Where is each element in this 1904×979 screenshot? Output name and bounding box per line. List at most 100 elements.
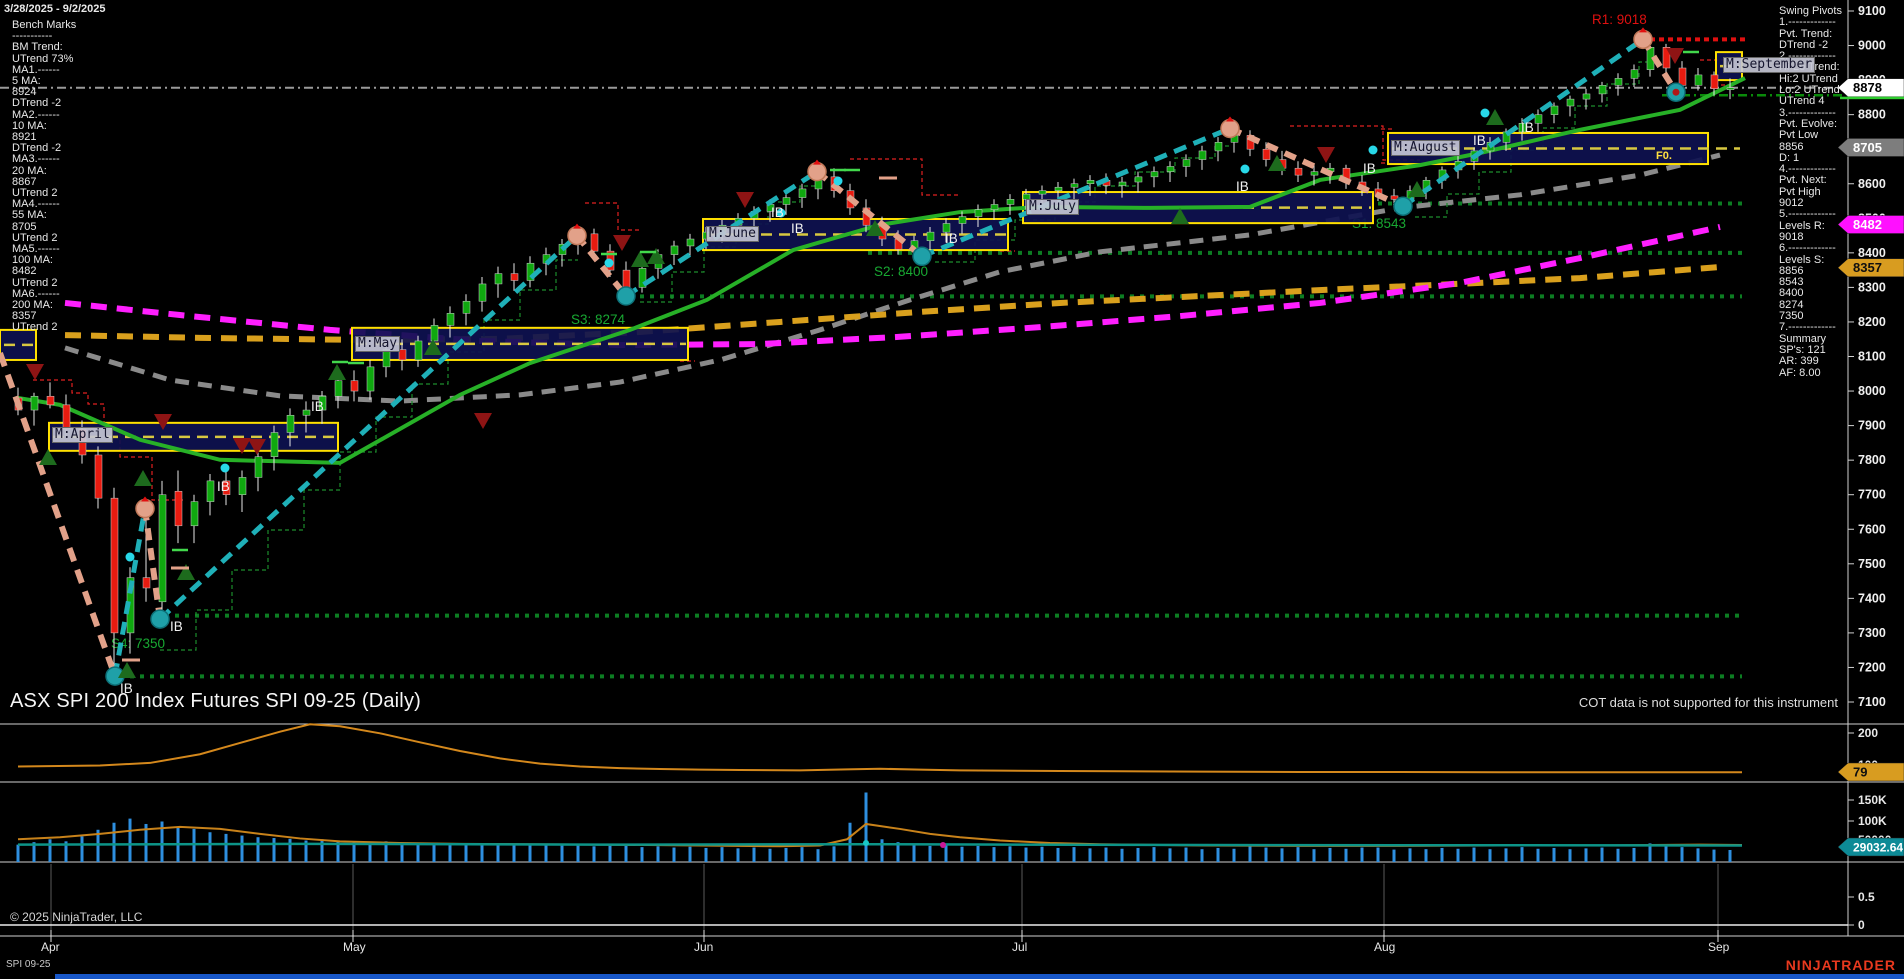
monthly-box-label: M:August	[1391, 140, 1460, 156]
svg-text:0: 0	[1858, 918, 1865, 932]
date-range-label: 3/28/2025 - 9/2/2025	[4, 3, 106, 15]
benchmark-line: UTrend 2	[12, 187, 58, 200]
benchmark-line: MA6.------	[12, 287, 60, 300]
svg-text:8482: 8482	[1853, 217, 1882, 232]
svg-text:8800: 8800	[1858, 108, 1886, 122]
benchmark-line: 8482	[12, 265, 37, 278]
monthly-box-label: M:June	[706, 226, 759, 242]
swing-pivot-line: Pvt. Evolve:	[1779, 117, 1838, 130]
benchmark-line: UTrend 73%	[12, 52, 74, 65]
price-badge: 79	[1837, 762, 1904, 782]
benchmark-line: UTrend 2	[12, 321, 58, 334]
price-badge: 8705	[1837, 138, 1904, 157]
benchmark-line: MA1.------	[12, 63, 60, 76]
benchmark-line: -----------	[12, 30, 53, 43]
svg-text:100K: 100K	[1858, 814, 1887, 828]
benchmark-line: MA5.------	[12, 243, 60, 256]
svg-text:IB: IB	[120, 681, 133, 696]
svg-text:May: May	[343, 940, 366, 954]
benchmark-line: 8357	[12, 310, 37, 323]
svg-text:8100: 8100	[1858, 350, 1886, 364]
svg-text:7600: 7600	[1858, 522, 1886, 536]
monthly-box-label: M:April	[52, 427, 113, 443]
benchmark-line: 200 MA:	[12, 299, 53, 312]
swing-pivot-line: AR: 399	[1779, 355, 1819, 368]
svg-text:8400: 8400	[1858, 246, 1886, 260]
benchmark-line: BM Trend:	[12, 41, 63, 54]
ninjatrader-logo: NINJATRADER	[1785, 957, 1896, 973]
svg-text:7200: 7200	[1858, 660, 1886, 674]
swing-pivot-line: Pvt High	[1779, 185, 1821, 198]
svg-text:7800: 7800	[1858, 453, 1886, 467]
swing-pivots-panel: Swing Pivots 1.------------- Pvt. Trend: DT…	[1779, 5, 1842, 379]
swing-pivot-line: Summary	[1779, 332, 1827, 345]
swing-pivot-line: Pvt. Trend:	[1779, 27, 1833, 40]
svg-text:7700: 7700	[1858, 488, 1886, 502]
benchmark-line: DTrend -2	[12, 97, 62, 110]
svg-text:8878: 8878	[1853, 80, 1882, 95]
swing-pivot-line: 5.-------------	[1779, 208, 1836, 221]
benchmark-line: 8867	[12, 175, 37, 188]
benchmark-line: UTrend 2	[12, 276, 58, 289]
svg-text:200: 200	[1858, 726, 1878, 740]
svg-text:7100: 7100	[1858, 695, 1886, 709]
swing-pivot-line: 6.-------------	[1779, 242, 1836, 255]
svg-text:S2: 8400: S2: 8400	[874, 264, 928, 279]
benchmark-line: 8921	[12, 131, 37, 144]
swing-pivot-line: D: 1	[1779, 151, 1800, 164]
svg-text:79: 79	[1853, 765, 1867, 780]
swing-pivot-line: 9018	[1779, 230, 1804, 243]
svg-text:IB: IB	[1236, 179, 1249, 194]
swing-pivot-line: Swing Pivots	[1779, 5, 1842, 17]
svg-text:7500: 7500	[1858, 557, 1886, 571]
benchmark-line: 10 MA:	[12, 119, 47, 132]
benchmark-line: 8705	[12, 220, 37, 233]
chart-tab-spi-09-25[interactable]: SPI 09-25	[6, 959, 51, 970]
swing-pivot-line: 3.-------------	[1779, 106, 1836, 119]
copyright-label: © 2025 NinjaTrader, LLC	[10, 910, 143, 924]
svg-text:0.5: 0.5	[1858, 890, 1875, 904]
svg-text:IB: IB	[217, 479, 230, 494]
benchmark-line: 20 MA:	[12, 164, 47, 177]
svg-text:Jun: Jun	[694, 940, 713, 954]
swing-pivot-line: 1.-------------	[1779, 16, 1836, 29]
swing-pivot-line: SP's: 121	[1779, 343, 1826, 356]
swing-pivot-line: 8543	[1779, 276, 1804, 289]
svg-text:IB: IB	[1363, 161, 1376, 176]
svg-text:R1: 9018: R1: 9018	[1592, 12, 1647, 27]
benchmark-line: 5 MA:	[12, 75, 41, 88]
svg-text:IB: IB	[170, 619, 183, 634]
svg-text:IB: IB	[1521, 120, 1534, 135]
svg-text:9000: 9000	[1858, 39, 1886, 53]
price-badge: 8357	[1837, 258, 1904, 277]
svg-text:8300: 8300	[1858, 280, 1886, 294]
swing-pivot-line: Hi:2 UTrend	[1779, 72, 1838, 85]
swing-pivot-line: 2.-------------	[1779, 50, 1842, 62]
benchmark-line: MA4.------	[12, 198, 60, 211]
swing-pivot-line: 8400	[1779, 287, 1804, 300]
svg-text:8600: 8600	[1858, 177, 1886, 191]
benchmark-line: 8924	[12, 86, 37, 99]
svg-text:150K: 150K	[1858, 793, 1887, 807]
svg-text:7300: 7300	[1858, 626, 1886, 640]
svg-text:Aug: Aug	[1374, 940, 1395, 954]
swing-pivot-line: Pvt. Next:	[1779, 174, 1827, 187]
svg-text:IB: IB	[311, 399, 324, 414]
svg-text:7400: 7400	[1858, 591, 1886, 605]
cot-notice: COT data is not supported for this instr…	[1578, 695, 1838, 710]
swing-pivot-line: 7350	[1779, 310, 1804, 323]
swing-pivot-line: DTrend -2	[1779, 38, 1829, 51]
benchmark-line: UTrend 2	[12, 231, 58, 244]
price-badge: 8482	[1837, 215, 1904, 234]
svg-text:Apr: Apr	[41, 940, 60, 954]
swing-pivot-line: Lo:2 UTrend	[1779, 84, 1840, 97]
svg-text:IB: IB	[771, 205, 784, 220]
svg-text:7900: 7900	[1858, 419, 1886, 433]
swing-pivot-line: Levels R:	[1779, 219, 1825, 232]
svg-text:Sep: Sep	[1708, 940, 1730, 954]
svg-text:S3: 8274: S3: 8274	[571, 312, 626, 327]
swing-pivot-line: 8274	[1779, 298, 1804, 311]
svg-text:29032.64: 29032.64	[1853, 841, 1903, 855]
